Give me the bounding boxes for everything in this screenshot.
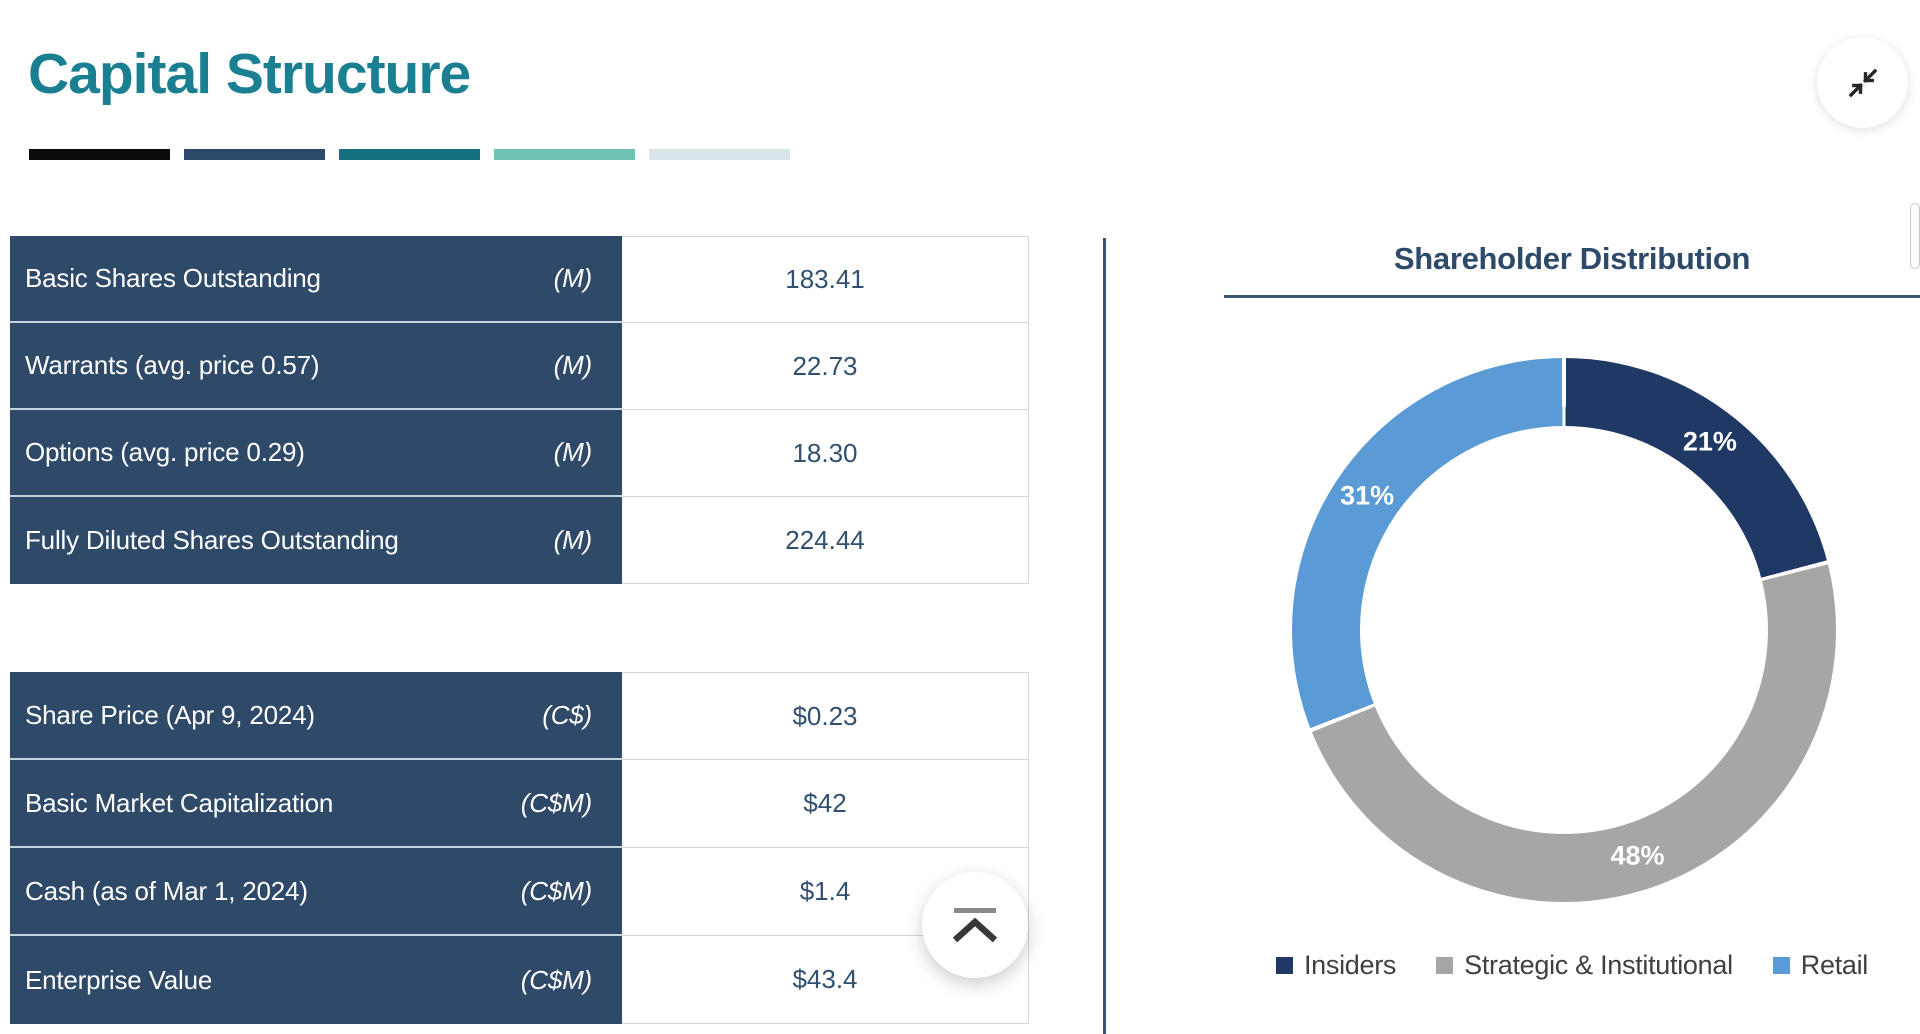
donut-hole (1360, 426, 1768, 834)
collapse-button[interactable] (1817, 37, 1908, 128)
accent-bar (29, 149, 170, 160)
legend-item: Strategic & Institutional (1436, 950, 1733, 981)
donut-data-label: 31% (1340, 480, 1395, 511)
scroll-top-bar-icon (954, 907, 996, 913)
row-value: 22.73 (622, 323, 1029, 410)
chart-legend: Insiders Strategic & Institutional Retail (1224, 950, 1920, 981)
donut-data-label: 48% (1610, 840, 1665, 871)
row-label: Options (avg. price 0.29) (25, 437, 305, 467)
accent-bar (339, 149, 480, 160)
row-label: Fully Diluted Shares Outstanding (25, 525, 399, 555)
row-label: Share Price (Apr 9, 2024) (25, 699, 315, 730)
row-unit: (C$) (542, 699, 592, 730)
legend-label: Retail (1800, 950, 1869, 980)
row-header-cell: Fully Diluted Shares Outstanding (M) (10, 497, 622, 584)
accent-bar (494, 149, 635, 160)
donut-data-label: 21% (1682, 426, 1737, 457)
donut-chart: 21% 48% 31% (1292, 358, 1836, 902)
row-label: Basic Shares Outstanding (25, 263, 321, 293)
collapse-arrows-icon (1848, 68, 1877, 97)
chart-title-underline (1224, 295, 1920, 298)
row-unit: (C$M) (520, 964, 592, 995)
row-header-cell: Basic Shares Outstanding (M) (10, 236, 622, 323)
table-row: Options (avg. price 0.29) (M) 18.30 (10, 410, 1029, 497)
row-header-cell: Warrants (avg. price 0.57) (M) (10, 323, 622, 410)
valuation-table: Share Price (Apr 9, 2024) (C$) $0.23 Basic … (10, 672, 1029, 1024)
row-unit: (C$M) (520, 875, 592, 906)
table-row: Cash (as of Mar 1, 2024) (C$M) $1.4 (10, 848, 1029, 936)
row-value: 183.41 (622, 236, 1029, 323)
row-unit: (M) (553, 437, 593, 467)
row-header-cell: Cash (as of Mar 1, 2024) (C$M) (10, 848, 622, 936)
row-label: Enterprise Value (25, 964, 213, 995)
row-value: 224.44 (622, 497, 1029, 584)
row-unit: (M) (553, 263, 593, 293)
row-header-cell: Share Price (Apr 9, 2024) (C$) (10, 672, 622, 760)
row-unit: (C$M) (520, 787, 592, 818)
table-row: Basic Market Capitalization (C$M) $42 (10, 760, 1029, 848)
legend-item: Retail (1772, 950, 1869, 981)
row-value: $42 (622, 760, 1029, 848)
table-row: Fully Diluted Shares Outstanding (M) 224.4… (10, 497, 1029, 584)
legend-label: Strategic & Institutional (1464, 950, 1733, 980)
row-unit: (M) (553, 525, 593, 555)
row-unit: (M) (553, 350, 593, 380)
scroll-to-top-button[interactable] (922, 872, 1028, 978)
share-structure-table: Basic Shares Outstanding (M) 183.41 Warrant… (10, 236, 1029, 584)
legend-label: Insiders (1303, 950, 1397, 980)
scrollbar-thumb[interactable] (1910, 203, 1920, 269)
title-accent-bars (29, 149, 790, 160)
legend-item: Insiders (1275, 950, 1397, 981)
row-value: $0.23 (622, 672, 1029, 760)
table-row: Basic Shares Outstanding (M) 183.41 (10, 236, 1029, 323)
accent-bar (184, 149, 325, 160)
table-row: Share Price (Apr 9, 2024) (C$) $0.23 (10, 672, 1029, 760)
row-header-cell: Options (avg. price 0.29) (M) (10, 410, 622, 497)
legend-swatch (1436, 957, 1454, 974)
row-header-cell: Basic Market Capitalization (C$M) (10, 760, 622, 848)
legend-swatch (1772, 957, 1790, 974)
page-title: Capital Structure (28, 42, 471, 106)
row-header-cell: Enterprise Value (C$M) (10, 936, 622, 1024)
chart-title: Shareholder Distribution (1393, 241, 1751, 276)
row-label: Warrants (avg. price 0.57) (25, 350, 320, 380)
legend-swatch (1275, 957, 1293, 974)
row-label: Cash (as of Mar 1, 2024) (25, 875, 308, 906)
table-row: Enterprise Value (C$M) $43.4 (10, 936, 1029, 1024)
section-divider (1103, 238, 1106, 1034)
row-value: 18.30 (622, 410, 1029, 497)
row-label: Basic Market Capitalization (25, 787, 334, 818)
accent-bar (649, 149, 790, 160)
table-row: Warrants (avg. price 0.57) (M) 22.73 (10, 323, 1029, 410)
chevron-up-icon (952, 917, 998, 942)
